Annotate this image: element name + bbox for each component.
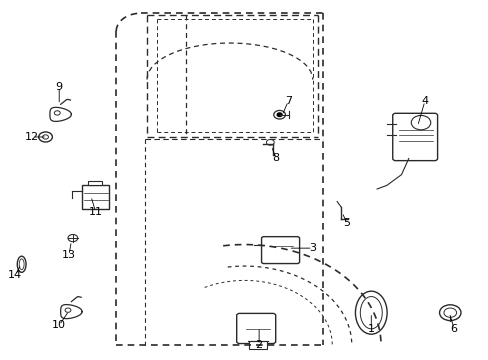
Text: 3: 3 [308,243,316,253]
Text: 6: 6 [450,324,457,334]
Bar [88,181,102,185]
Ellipse shape [360,297,382,329]
Text: 12: 12 [25,132,40,142]
Text: 11: 11 [89,207,102,217]
FancyBboxPatch shape [261,237,299,264]
Ellipse shape [19,259,24,270]
Ellipse shape [17,256,26,273]
Text: 5: 5 [343,218,350,228]
Ellipse shape [355,291,386,334]
Text: 2: 2 [255,340,262,350]
Text: 9: 9 [56,82,62,92]
Bar [249,341,266,348]
Text: 8: 8 [272,153,279,163]
Text: 14: 14 [8,270,22,280]
FancyBboxPatch shape [392,113,437,161]
Text: 4: 4 [421,96,427,106]
Text: 10: 10 [52,320,66,330]
Circle shape [277,113,282,117]
Text: 13: 13 [62,250,76,260]
Text: 1: 1 [367,324,374,334]
Bar [82,185,109,209]
FancyBboxPatch shape [236,314,275,343]
Text: 7: 7 [284,96,291,106]
